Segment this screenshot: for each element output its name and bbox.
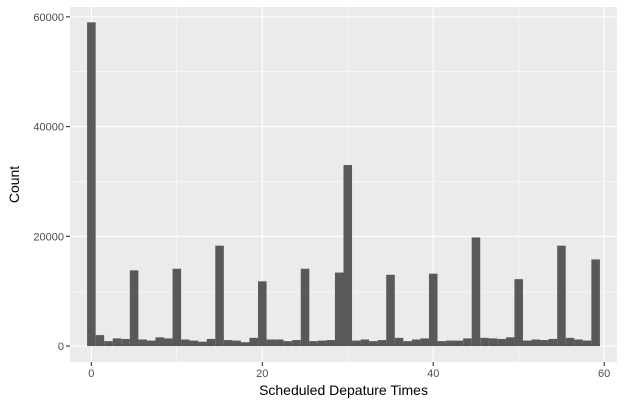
histogram-bar: [471, 237, 481, 347]
histogram-bar: [112, 338, 122, 347]
histogram-bar: [189, 340, 199, 347]
histogram-bar: [437, 341, 447, 347]
histogram-bar: [574, 339, 583, 347]
y-tick-label: 40000: [33, 122, 64, 134]
histogram-bar: [87, 22, 96, 347]
histogram-bar: [215, 245, 224, 347]
histogram-bar: [292, 340, 301, 347]
histogram-bar: [548, 338, 558, 347]
histogram-bar: [326, 340, 335, 347]
histogram-bar: [104, 341, 113, 347]
histogram-bar: [146, 340, 156, 347]
histogram-bar: [309, 341, 318, 347]
histogram-bar: [258, 281, 267, 347]
histogram-bar: [420, 338, 429, 347]
histogram-bar: [531, 339, 541, 347]
histogram-bar: [232, 340, 241, 347]
histogram-bar: [164, 338, 173, 347]
histogram-bar: [343, 165, 353, 347]
bars: [87, 22, 600, 347]
histogram-bar: [360, 339, 370, 347]
histogram-bar: [557, 245, 566, 347]
histogram-bar: [565, 337, 575, 347]
histogram-bar: [377, 340, 387, 347]
histogram-bar: [198, 341, 207, 347]
histogram-bar: [463, 338, 472, 347]
histogram-bar: [138, 339, 147, 347]
y-tick-label: 60000: [33, 12, 64, 24]
x-tick-label: 20: [256, 368, 268, 380]
histogram-bar: [488, 338, 498, 347]
histogram-bar: [446, 340, 455, 347]
x-tick-label: 0: [88, 368, 94, 380]
histogram-bar: [334, 272, 344, 347]
x-tick-label: 40: [427, 368, 439, 380]
y-axis-ticks: 0 20000 40000 60000: [33, 12, 70, 353]
histogram-bar: [403, 341, 412, 347]
histogram-bar: [582, 340, 592, 347]
histogram-bar: [155, 337, 165, 347]
x-axis-ticks: 0 20 40 60: [88, 362, 610, 380]
histogram-bar: [121, 338, 130, 347]
histogram-bar: [514, 279, 523, 347]
histogram-bar: [497, 338, 506, 347]
histogram-bar: [181, 339, 190, 347]
histogram-bar: [317, 340, 327, 347]
histogram-bar: [129, 270, 139, 347]
histogram-bar: [266, 339, 276, 347]
histogram-bar: [428, 273, 438, 347]
x-axis-title: Scheduled Depature Times: [259, 382, 428, 398]
histogram-bar: [275, 339, 284, 347]
histogram-bar: [540, 340, 549, 347]
histogram-bar: [249, 337, 259, 347]
y-tick-label: 0: [58, 341, 64, 353]
y-axis-title: Count: [6, 166, 22, 203]
histogram-bar: [480, 337, 489, 347]
histogram-bar: [394, 337, 404, 347]
histogram-bar: [369, 341, 378, 347]
histogram-bar: [283, 341, 293, 347]
histogram-bar: [522, 340, 532, 347]
histogram-bar: [172, 268, 182, 347]
histogram-bar: [386, 274, 395, 347]
histogram-bar: [505, 337, 515, 347]
x-tick-label: 60: [598, 368, 610, 380]
histogram-bar: [206, 338, 216, 347]
histogram-bar: [223, 340, 233, 347]
histogram-bar: [591, 259, 600, 347]
histogram-bar: [240, 342, 250, 347]
histogram-bar: [454, 340, 464, 347]
histogram-bar: [411, 339, 421, 347]
y-tick-label: 20000: [33, 231, 64, 243]
histogram-bar: [352, 340, 361, 347]
histogram-bar: [300, 268, 310, 347]
histogram-bar: [95, 335, 105, 347]
